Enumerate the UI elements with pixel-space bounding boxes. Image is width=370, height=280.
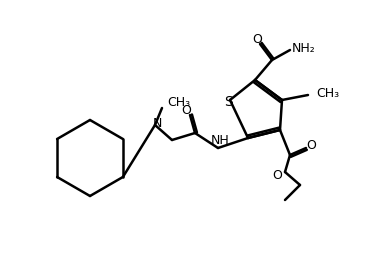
Text: O: O [272, 169, 282, 181]
Text: O: O [252, 32, 262, 46]
Text: CH₃: CH₃ [167, 95, 190, 109]
Text: CH₃: CH₃ [316, 87, 339, 99]
Text: O: O [181, 104, 191, 116]
Text: O: O [306, 139, 316, 151]
Text: NH: NH [211, 134, 229, 146]
Text: N: N [152, 116, 162, 130]
Text: S: S [223, 95, 232, 109]
Text: NH₂: NH₂ [292, 41, 316, 55]
